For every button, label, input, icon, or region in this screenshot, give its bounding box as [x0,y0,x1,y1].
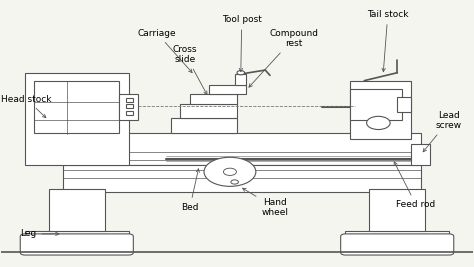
Bar [350,81,411,139]
Bar [126,111,133,115]
Bar [397,96,411,112]
Circle shape [204,157,256,186]
Text: Tool post: Tool post [222,15,262,72]
Bar [171,118,237,134]
Text: Leg: Leg [20,229,36,238]
Circle shape [366,116,390,129]
Text: Cross
slide: Cross slide [173,45,207,95]
Bar [346,231,449,252]
Bar [235,74,246,85]
Text: Feed rod: Feed rod [394,162,436,209]
Text: Carriage: Carriage [137,29,192,73]
FancyBboxPatch shape [20,234,133,255]
Bar [181,104,237,118]
Text: Bed: Bed [181,169,200,212]
Bar [190,94,237,104]
Bar [411,144,430,165]
Bar [126,104,133,108]
Circle shape [237,70,245,75]
Bar [63,165,421,192]
Text: Hand
wheel: Hand wheel [243,188,288,217]
Text: Compound
rest: Compound rest [249,29,318,87]
Bar [63,134,421,165]
Bar [25,231,128,252]
Text: Lead
screw: Lead screw [423,111,462,152]
Bar [350,89,402,120]
Bar [48,189,105,231]
Bar [25,73,128,165]
Bar [209,85,246,94]
FancyBboxPatch shape [341,234,454,255]
Circle shape [231,180,238,184]
Bar [369,189,426,231]
Text: Tail stock: Tail stock [367,10,409,72]
Bar [119,94,138,120]
Bar [126,98,133,102]
Text: Head stock: Head stock [1,95,52,118]
Bar [35,81,119,134]
Circle shape [223,168,237,175]
